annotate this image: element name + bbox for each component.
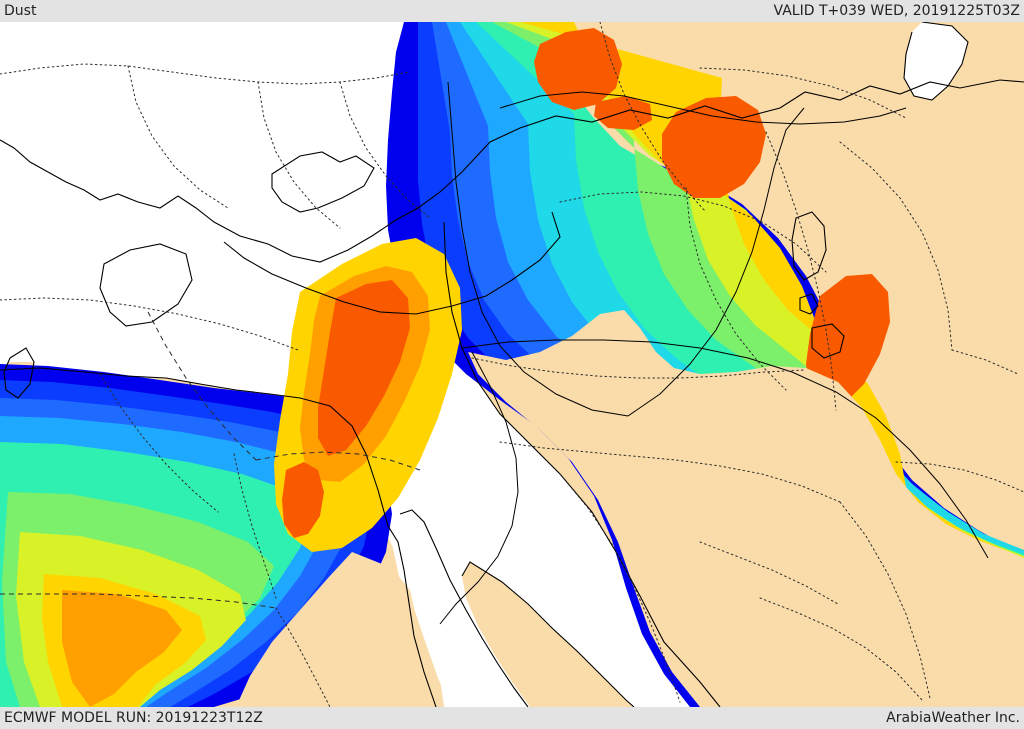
dust-contour-map: [0, 22, 1024, 707]
valid-time-label: VALID T+039 WED, 20191225T03Z: [773, 3, 1020, 19]
dust-hotspot-north-coast: [534, 28, 622, 110]
red-sea-water: [400, 516, 528, 707]
dust-hotspot-sinai: [282, 462, 324, 538]
map-canvas[interactable]: [0, 22, 1024, 707]
model-run-label: ECMWF MODEL RUN: 20191223T12Z: [4, 710, 263, 726]
dust-band-level-10-sw: [62, 590, 182, 707]
dust-hotspot-north-coast-b: [594, 96, 652, 130]
land-overlay-layer: [236, 22, 1024, 707]
egypt-clear-desert: [236, 552, 444, 707]
iran-clear-desert: [894, 62, 1024, 542]
footer-bar: ECMWF MODEL RUN: 20191223T12Z ArabiaWeat…: [0, 707, 1024, 729]
provider-label: ArabiaWeather Inc.: [886, 710, 1020, 726]
border-layer: [0, 22, 1024, 707]
dust-hotspot-levant-core: [318, 280, 410, 456]
coastline-layer: [0, 22, 1024, 707]
dust-hotspot-ne-syria: [662, 96, 766, 198]
dust-band-level-9: [520, 22, 1024, 618]
arabia-clear-desert: [468, 310, 1024, 707]
dust-hotspot-iraq-east: [806, 274, 890, 406]
page-title: Dust: [4, 3, 37, 19]
persian-gulf-water: [904, 22, 968, 100]
header-bar: Dust VALID T+039 WED, 20191225T03Z: [0, 0, 1024, 22]
